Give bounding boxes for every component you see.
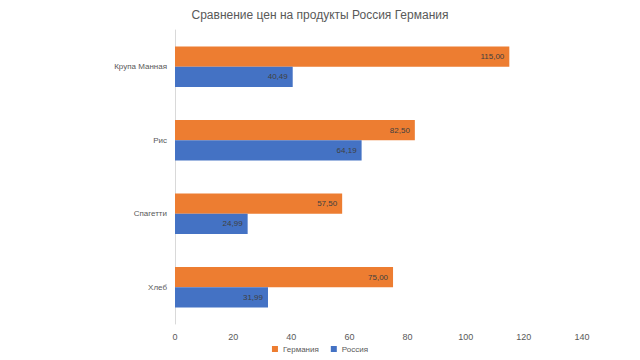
svg-text:57,50: 57,50 [317, 199, 338, 208]
svg-text:40,49: 40,49 [268, 72, 289, 81]
svg-text:Рис: Рис [153, 136, 167, 145]
svg-text:64,19: 64,19 [337, 146, 358, 155]
svg-text:Россия: Россия [342, 345, 368, 354]
svg-text:31,99: 31,99 [243, 293, 264, 302]
svg-text:120: 120 [516, 332, 531, 342]
svg-text:Хлеб: Хлеб [148, 283, 167, 292]
svg-text:40: 40 [286, 332, 296, 342]
svg-text:80: 80 [403, 332, 413, 342]
svg-text:82,50: 82,50 [390, 126, 411, 135]
svg-text:20: 20 [228, 332, 238, 342]
svg-text:Сравнение цен на продукты Росс: Сравнение цен на продукты Россия Германи… [192, 8, 449, 22]
svg-text:60: 60 [344, 332, 354, 342]
svg-text:Спагетти: Спагетти [134, 209, 167, 218]
svg-text:115,00: 115,00 [480, 52, 504, 61]
svg-text:100: 100 [458, 332, 473, 342]
svg-text:24,99: 24,99 [223, 219, 244, 228]
svg-text:75,00: 75,00 [368, 273, 389, 282]
svg-text:140: 140 [574, 332, 589, 342]
svg-text:Германия: Германия [283, 345, 319, 354]
svg-text:Крупа Манная: Крупа Манная [114, 62, 167, 71]
svg-text:0: 0 [172, 332, 177, 342]
